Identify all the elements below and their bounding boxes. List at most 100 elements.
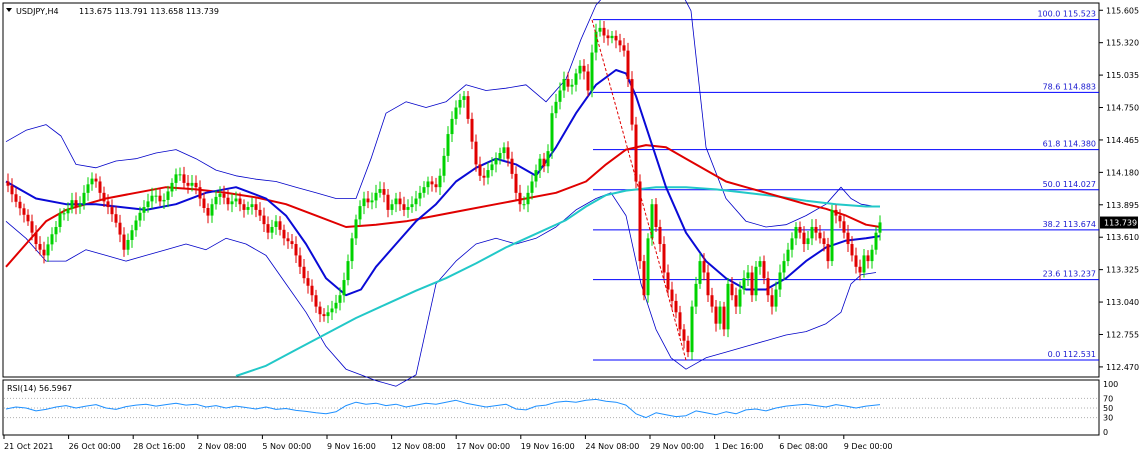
candle-body — [326, 312, 330, 317]
candle-body — [406, 207, 410, 210]
fib-level-label: 50.0 114.027 — [1043, 180, 1096, 189]
rsi-tick-label: 100 — [1103, 380, 1118, 389]
candle-body — [382, 189, 386, 195]
collapse-triangle-icon[interactable] — [6, 8, 12, 12]
price-tick-label: 113.040 — [1106, 298, 1139, 307]
candle-body — [282, 229, 286, 239]
bb-lower-band — [5, 192, 877, 387]
rsi-tick-label: 0 — [1103, 428, 1108, 437]
candle-body — [298, 255, 302, 267]
candle-body — [54, 226, 58, 235]
candle-body — [418, 192, 422, 199]
candle-body — [350, 238, 354, 262]
candle-body — [210, 204, 214, 216]
candle-body — [606, 35, 610, 39]
candle-body — [866, 255, 870, 262]
candle-body — [702, 261, 706, 273]
candle-body — [582, 65, 586, 72]
candle-body — [10, 185, 14, 195]
candle-body — [558, 90, 562, 102]
time-tick-label: 9 Nov 16:00 — [327, 442, 376, 451]
ma-red-line — [5, 144, 881, 268]
candle-body — [330, 308, 334, 313]
candle-body — [774, 289, 778, 307]
candle-body — [150, 195, 154, 202]
fib-level-label: 23.6 113.237 — [1043, 270, 1096, 279]
candle-body — [642, 261, 646, 296]
current-price-label: 113.739 — [1104, 219, 1137, 228]
candle-body — [354, 219, 358, 239]
candle-body — [650, 204, 654, 239]
time-axis: 21 Oct 2021 26 Oct 00:00 28 Oct 16:00 2 Nov… — [3, 435, 893, 451]
candle-body — [22, 208, 26, 215]
price-tick-label: 113.325 — [1106, 266, 1139, 275]
fibonacci-retracement[interactable]: 100.0 115.523 78.6 114.883 61.8 114.380 50.… — [593, 10, 1099, 361]
candle-body — [346, 261, 350, 281]
candle-body — [126, 239, 130, 250]
candle-body — [402, 204, 406, 210]
candle-body — [242, 204, 246, 210]
candle-body — [390, 204, 394, 210]
candle-body — [426, 181, 430, 188]
time-tick-label: 9 Dec 00:00 — [844, 442, 893, 451]
candle-body — [414, 198, 418, 205]
candle-body — [878, 222, 882, 233]
time-tick-label: 24 Nov 08:00 — [585, 442, 639, 451]
candle-body — [90, 178, 94, 185]
candle-body — [70, 200, 74, 209]
candle-body — [646, 238, 650, 296]
candle-body — [854, 255, 858, 267]
candle-body — [378, 189, 382, 193]
candle-body — [254, 204, 258, 210]
candle-body — [370, 200, 374, 203]
candle-body — [102, 192, 106, 202]
candle-body — [398, 198, 402, 205]
candle-body — [442, 155, 446, 176]
candle-body — [114, 214, 118, 223]
candle-body — [234, 198, 238, 202]
candle-body — [106, 201, 110, 208]
ohlc-values: 113.675 113.791 113.658 113.739 — [79, 7, 219, 16]
candle-body — [506, 147, 510, 159]
candle-body — [258, 209, 262, 216]
candle-body — [322, 314, 326, 317]
fib-level-label: 0.0 112.531 — [1048, 350, 1096, 359]
candle-body — [238, 198, 242, 205]
candle-body — [874, 232, 878, 250]
candle-body — [214, 196, 218, 205]
candle-body — [182, 174, 186, 183]
candle-body — [134, 220, 138, 231]
candle-body — [450, 118, 454, 135]
candle-body — [30, 221, 34, 233]
candle-body — [394, 198, 398, 205]
candle-body — [34, 232, 38, 245]
rsi-line — [5, 398, 881, 419]
candle-body — [858, 266, 862, 273]
candle-body — [362, 198, 366, 207]
candle-body — [810, 226, 814, 239]
candle-body — [510, 158, 514, 174]
candle-body — [554, 101, 558, 114]
price-axis: 115.605 115.320 115.035 114.750 114.465 114.1… — [1099, 6, 1139, 372]
price-tick-label: 112.470 — [1106, 363, 1139, 372]
candle-body — [570, 84, 574, 87]
candle-body — [714, 306, 718, 324]
candle-body — [502, 147, 506, 154]
candle-body — [618, 40, 622, 46]
candle-body — [706, 272, 710, 296]
candle-body — [626, 50, 630, 80]
price-tick-label: 112.755 — [1106, 330, 1139, 339]
candle-body — [574, 73, 578, 85]
candle-body — [546, 151, 550, 167]
price-tick-label: 114.750 — [1106, 104, 1139, 113]
time-tick-label: 28 Oct 16:00 — [133, 442, 185, 451]
time-tick-label: 17 Nov 00:00 — [456, 442, 510, 451]
candle-body — [470, 118, 474, 142]
candle-body — [78, 204, 82, 207]
candle-body — [286, 238, 290, 242]
candle-body — [122, 234, 126, 250]
price-tick-label: 115.320 — [1106, 39, 1139, 48]
candle-body — [306, 278, 310, 286]
candle-body — [806, 238, 810, 245]
